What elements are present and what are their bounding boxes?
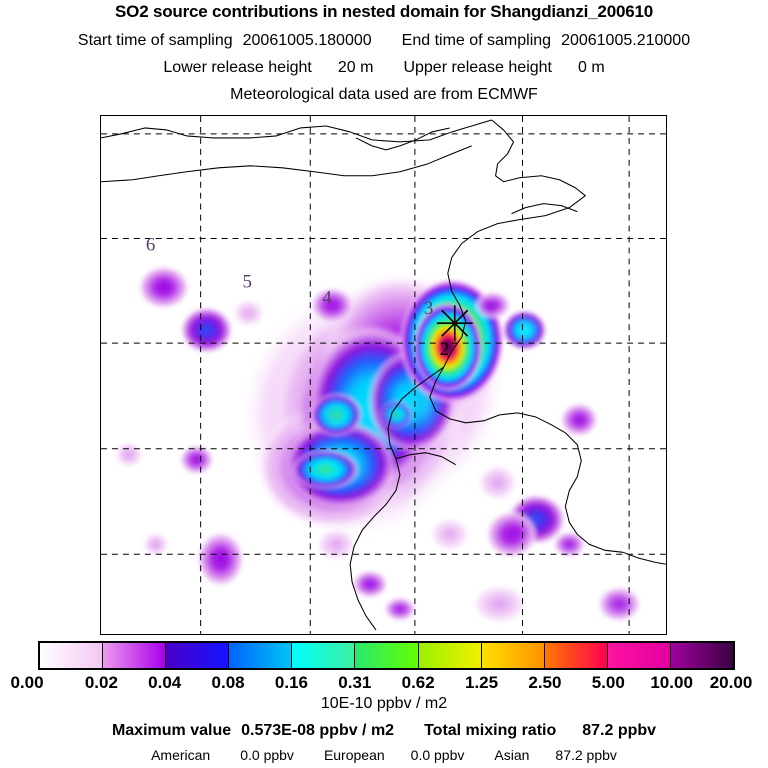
map-plot-area: 6 5 4 3 2 — [100, 115, 667, 635]
total-mixing-ratio-label: Total mixing ratio — [424, 722, 557, 739]
european-label: European — [323, 747, 385, 763]
upper-release-label: Upper release height — [403, 59, 552, 76]
total-mixing-ratio-value: 87.2 ppbv — [582, 722, 657, 739]
colorbar-tick-11: 20.00 — [709, 673, 753, 692]
start-time-label: Start time of sampling — [77, 32, 233, 49]
meteo-source-line: Meteorological data used are from ECMWF — [230, 86, 538, 103]
release-height-line: Lower release height 20 m Upper release he… — [0, 59, 768, 77]
ring-label-2: 2 — [440, 339, 449, 360]
colorbar-segment-9 — [607, 643, 671, 668]
coastline-overlay — [101, 119, 666, 631]
colorbar-tick-7: 1.25 — [464, 673, 499, 692]
american-label: American — [151, 747, 211, 763]
end-time-label: End time of sampling — [401, 32, 552, 49]
colorbar-tick-4: 0.16 — [274, 673, 308, 692]
colorbar-tick-3: 0.08 — [211, 673, 245, 692]
colorbar-segment-6 — [418, 643, 482, 668]
colorbar-tick-0: 0.00 — [10, 673, 44, 692]
start-time-value: 20061005.180000 — [242, 32, 372, 49]
colorbar-unit-label: 10E-10 ppbv / m2 — [320, 695, 448, 712]
colorbar — [38, 641, 735, 670]
american-value: 0.0 ppbv — [240, 747, 294, 763]
ring-label-4: 4 — [322, 287, 332, 308]
colorbar-segment-3 — [229, 643, 293, 668]
max-value-label: Maximum value — [111, 722, 232, 739]
colorbar-segment-8 — [544, 643, 608, 668]
ring-label-3: 3 — [424, 298, 433, 319]
plume-field — [114, 265, 642, 625]
map-gridlines — [101, 116, 666, 634]
european-value: 0.0 ppbv — [410, 747, 465, 763]
end-time-value: 20061005.210000 — [561, 32, 691, 49]
colorbar-tick-labels: 0.00 0.02 0.04 0.08 0.16 0.31 0.62 1.25 2.50 5.00… — [0, 673, 768, 695]
colorbar-segment-7 — [481, 643, 545, 668]
colorbar-tick-6: 0.62 — [401, 673, 435, 692]
colorbar-segment-0 — [40, 643, 104, 668]
colorbar-tick-10: 10.00 — [650, 673, 693, 692]
colorbar-segment-10 — [670, 643, 734, 668]
page-title: SO2 source contributions in nested domai… — [115, 2, 653, 21]
lower-release-label: Lower release height — [163, 59, 312, 76]
colorbar-segment-2 — [166, 643, 230, 668]
lower-release-value: 20 m — [337, 59, 374, 76]
colorbar-gradient — [38, 641, 735, 670]
colorbar-tick-1: 0.02 — [84, 673, 118, 692]
ring-label-6: 6 — [146, 234, 155, 255]
dispersion-map: 6 5 4 3 2 — [101, 116, 666, 634]
receptor-marker — [436, 305, 473, 342]
max-value: 0.573E-08 ppbv / m2 — [241, 722, 395, 739]
colorbar-tick-5: 0.31 — [338, 673, 372, 692]
colorbar-tick-8: 2.50 — [528, 673, 562, 692]
distance-ring-labels: 6 5 4 3 2 — [146, 234, 449, 360]
sampling-time-line: Start time of sampling 20061005.180000 End… — [0, 32, 768, 50]
upper-release-value: 0 m — [578, 59, 605, 76]
colorbar-segment-1 — [103, 643, 167, 668]
asian-label: Asian — [494, 747, 530, 763]
ring-label-5: 5 — [242, 271, 251, 292]
summary-line-primary: Maximum value 0.573E-08 ppbv / m2 Total mi… — [0, 722, 768, 740]
colorbar-tick-9: 5.00 — [591, 673, 625, 692]
colorbar-segment-4 — [292, 643, 356, 668]
summary-line-regions: American 0.0 ppbv European 0.0 ppbv Asian 87.… — [0, 747, 768, 763]
asian-value: 87.2 ppbv — [555, 747, 617, 763]
colorbar-tick-2: 0.04 — [148, 673, 182, 692]
colorbar-segment-5 — [355, 643, 419, 668]
